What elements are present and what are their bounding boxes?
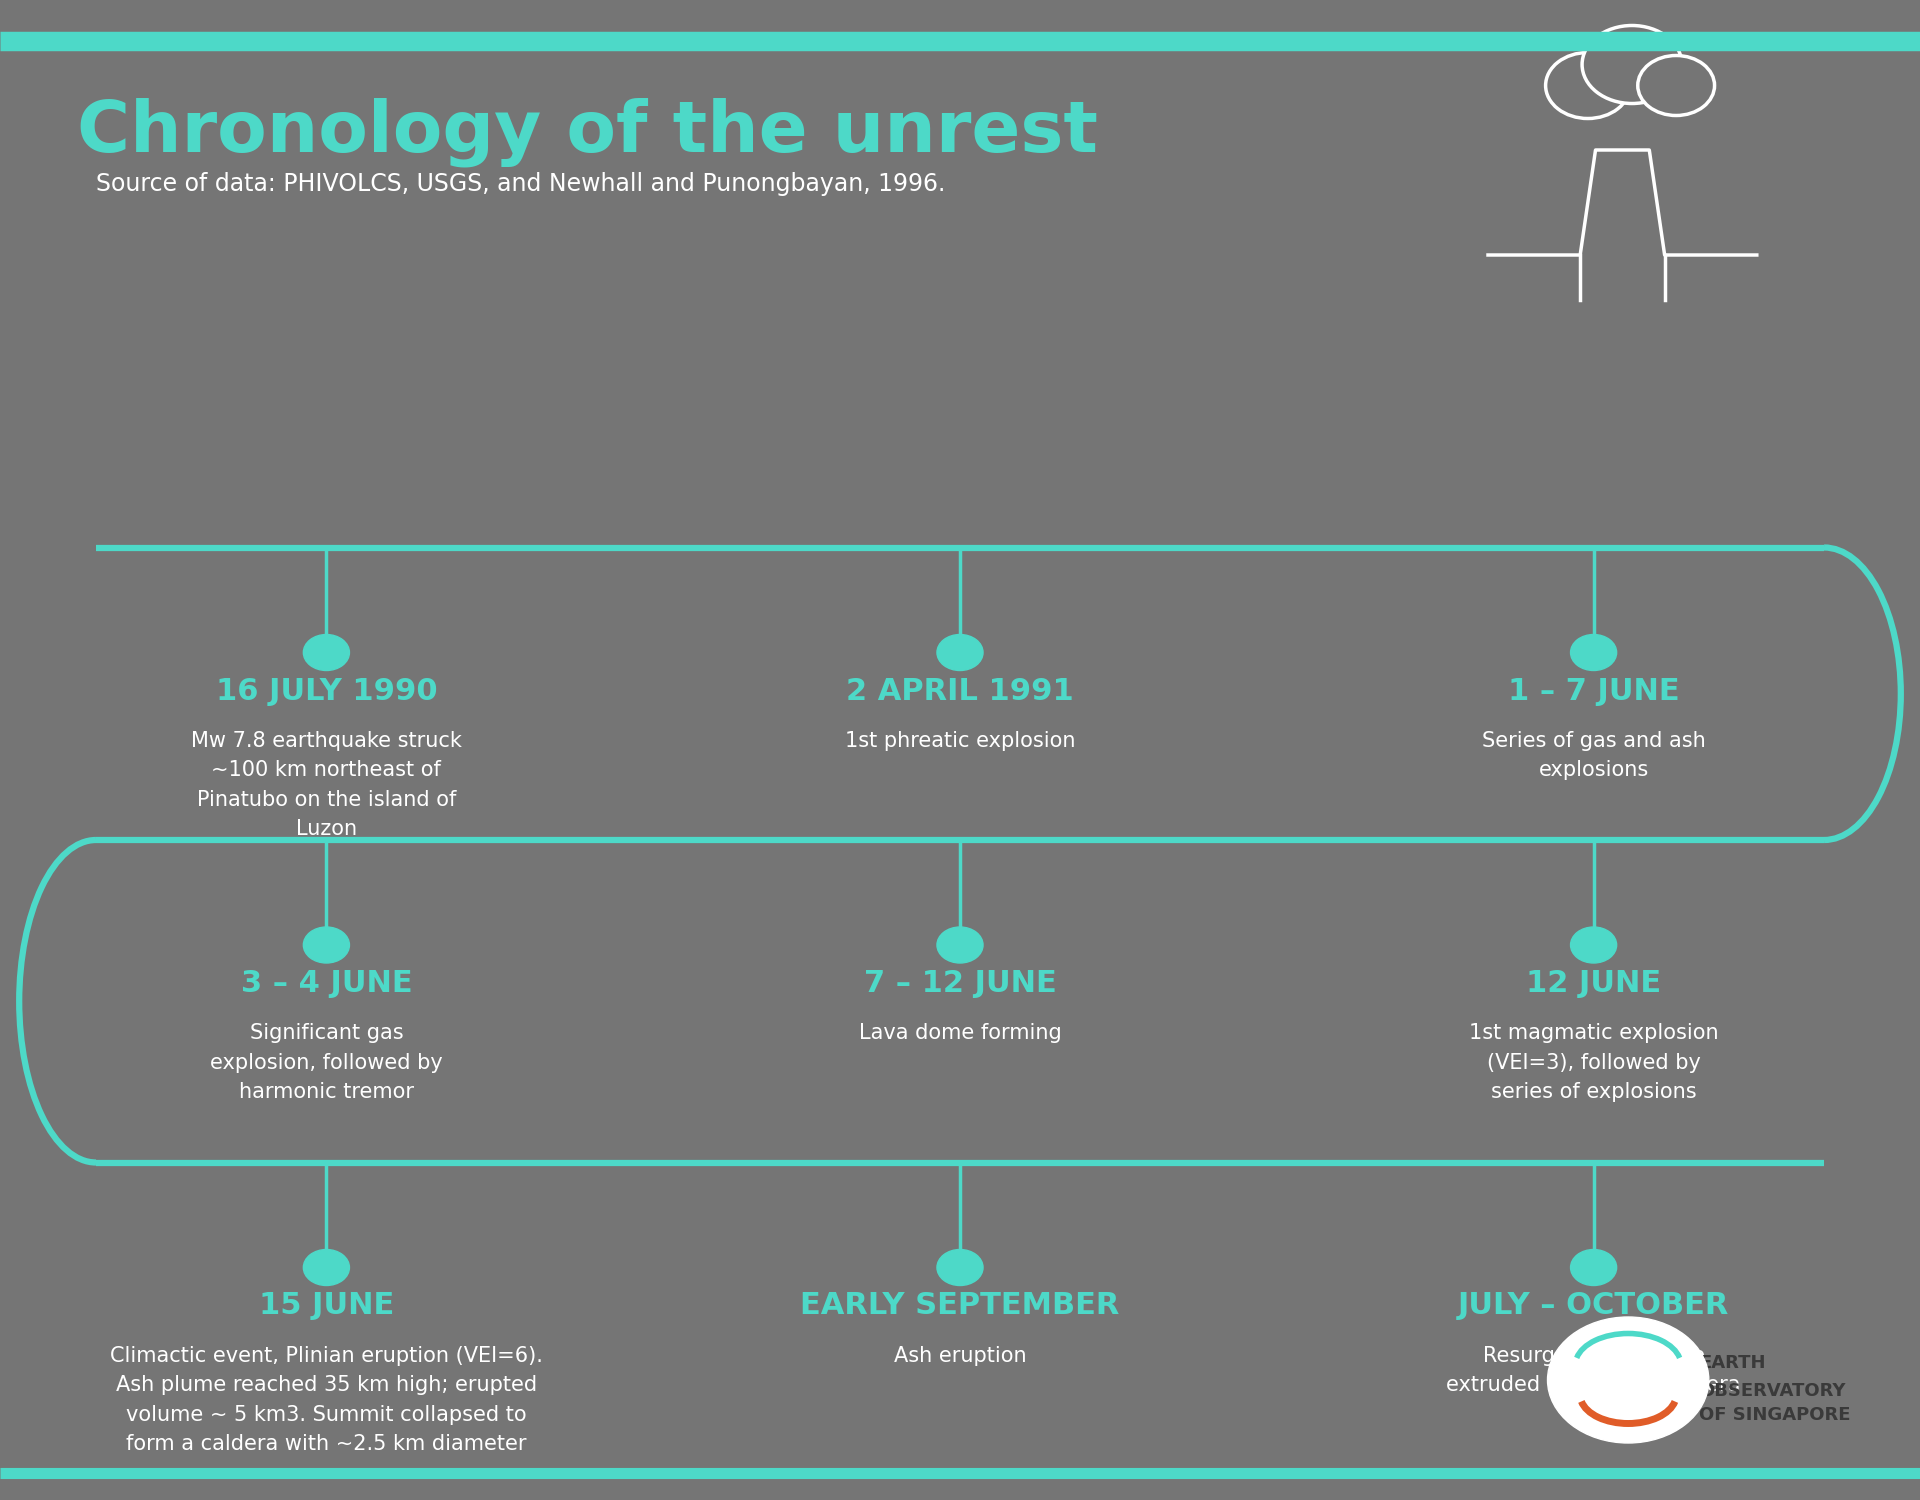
Text: 1st phreatic explosion: 1st phreatic explosion [845, 730, 1075, 750]
Text: Resurgent lava dome
extruded in the new caldera: Resurgent lava dome extruded in the new … [1446, 1346, 1741, 1395]
Text: Chronology of the unrest: Chronology of the unrest [77, 98, 1098, 166]
Text: 15 JUNE: 15 JUNE [259, 1292, 394, 1320]
Circle shape [1571, 1250, 1617, 1286]
Circle shape [303, 1250, 349, 1286]
Text: Series of gas and ash
explosions: Series of gas and ash explosions [1482, 730, 1705, 780]
Text: Significant gas
explosion, followed by
harmonic tremor: Significant gas explosion, followed by h… [209, 1023, 444, 1102]
Circle shape [1571, 927, 1617, 963]
Text: OBSERVATORY: OBSERVATORY [1699, 1382, 1845, 1400]
Text: 1st magmatic explosion
(VEI=3), followed by
series of explosions: 1st magmatic explosion (VEI=3), followed… [1469, 1023, 1718, 1102]
Text: 3 – 4 JUNE: 3 – 4 JUNE [240, 969, 413, 998]
Circle shape [1582, 26, 1682, 104]
Text: 1 – 7 JUNE: 1 – 7 JUNE [1507, 676, 1680, 705]
Text: Source of data: PHIVOLCS, USGS, and Newhall and Punongbayan, 1996.: Source of data: PHIVOLCS, USGS, and Newh… [96, 172, 945, 196]
Text: Climactic event, Plinian eruption (VEI=6).
Ash plume reached 35 km high; erupted: Climactic event, Plinian eruption (VEI=6… [109, 1346, 543, 1455]
Text: 16 JULY 1990: 16 JULY 1990 [215, 676, 438, 705]
Circle shape [1638, 56, 1715, 116]
Circle shape [303, 927, 349, 963]
Circle shape [937, 1250, 983, 1286]
Text: Ash eruption: Ash eruption [893, 1346, 1027, 1365]
Circle shape [937, 927, 983, 963]
Circle shape [303, 634, 349, 670]
Circle shape [1546, 53, 1630, 118]
Circle shape [937, 634, 983, 670]
Text: 2 APRIL 1991: 2 APRIL 1991 [847, 676, 1073, 705]
Text: JULY – OCTOBER: JULY – OCTOBER [1457, 1292, 1730, 1320]
Text: Lava dome forming: Lava dome forming [858, 1023, 1062, 1042]
Circle shape [1571, 634, 1617, 670]
Text: EARLY SEPTEMBER: EARLY SEPTEMBER [801, 1292, 1119, 1320]
Text: OF SINGAPORE: OF SINGAPORE [1699, 1406, 1851, 1423]
Text: 12 JUNE: 12 JUNE [1526, 969, 1661, 998]
Circle shape [1548, 1317, 1709, 1443]
Text: EARTH: EARTH [1699, 1354, 1766, 1372]
Text: 7 – 12 JUNE: 7 – 12 JUNE [864, 969, 1056, 998]
Text: Mw 7.8 earthquake struck
~100 km northeast of
Pinatubo on the island of
Luzon: Mw 7.8 earthquake struck ~100 km northea… [190, 730, 463, 840]
